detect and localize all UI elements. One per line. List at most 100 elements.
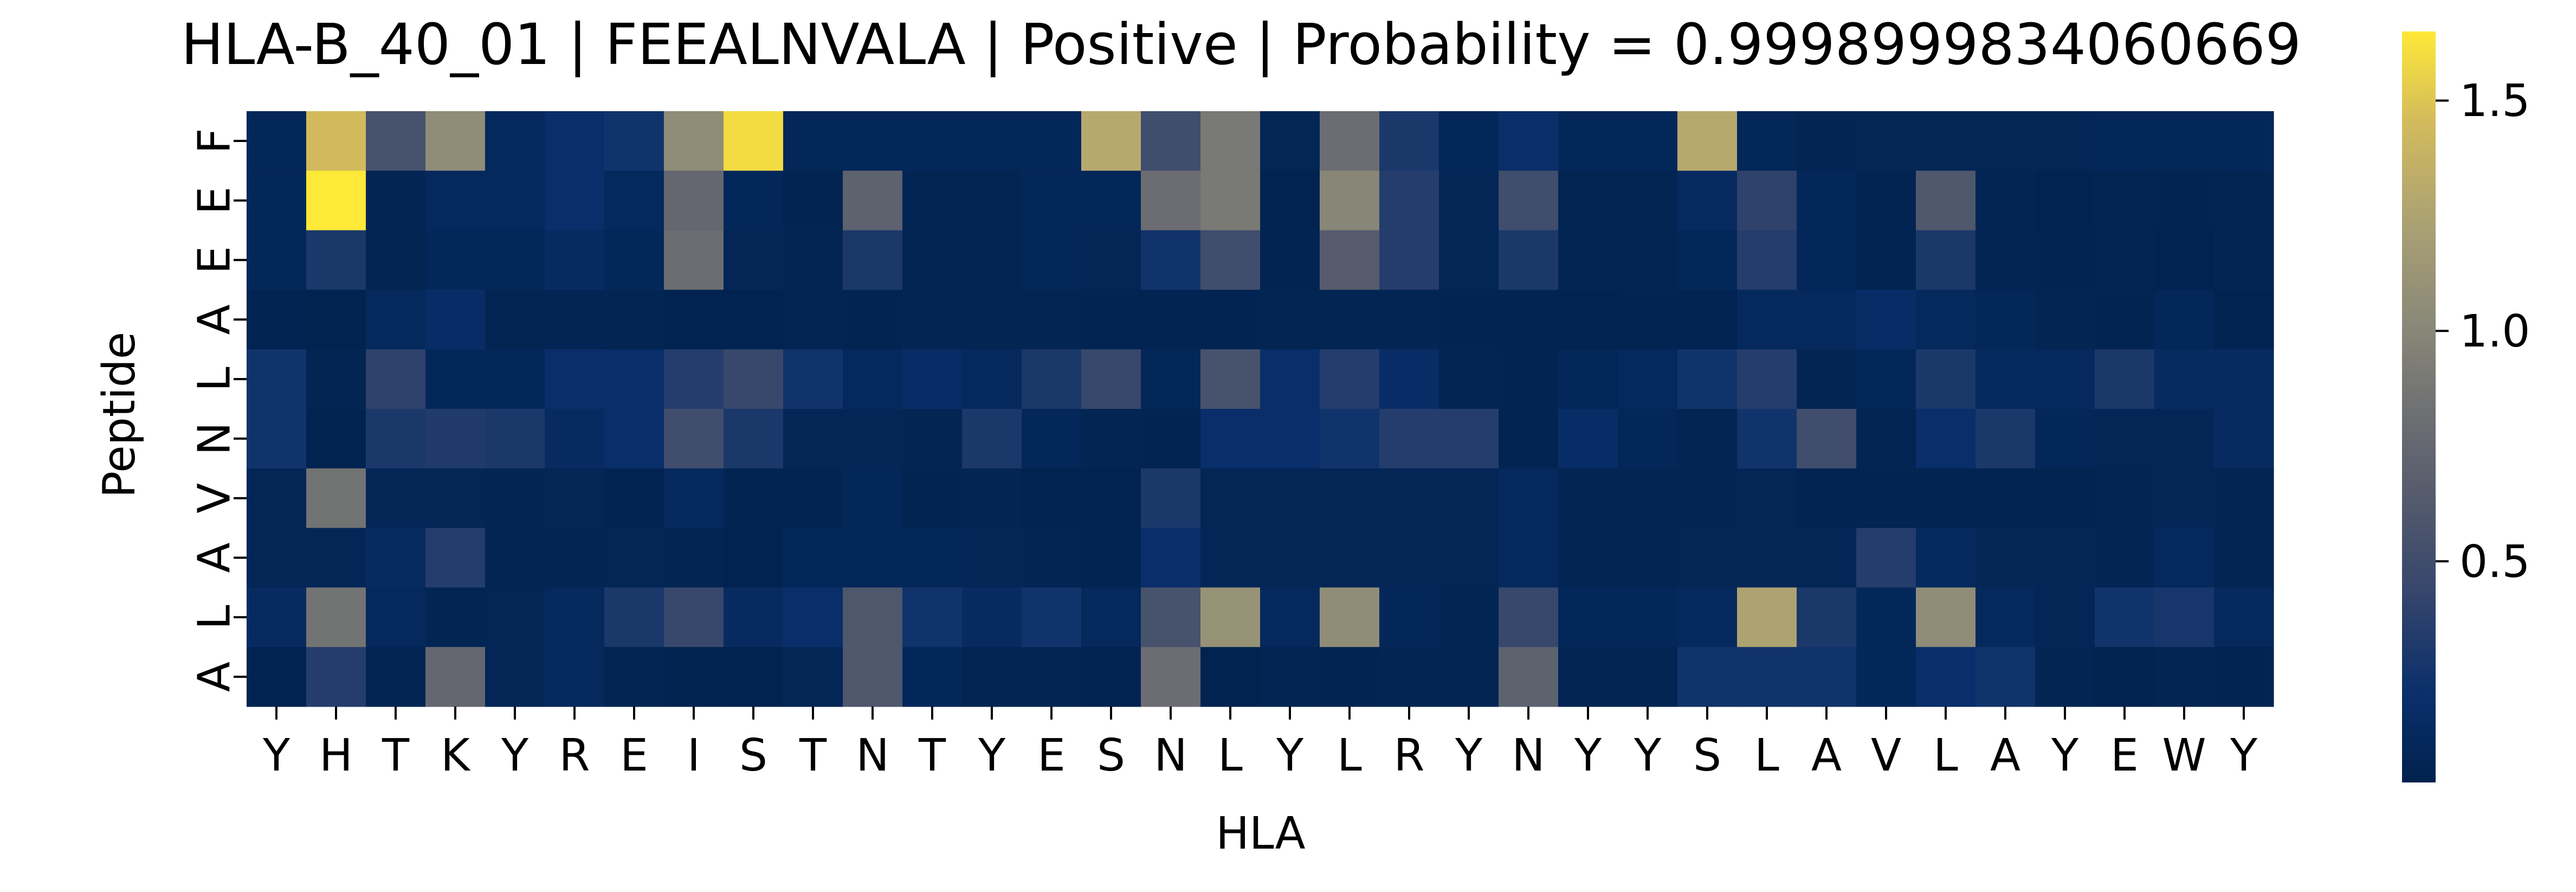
heatmap-cell bbox=[366, 528, 426, 588]
x-tick-label: E bbox=[2110, 730, 2139, 781]
heatmap-cell bbox=[1260, 111, 1320, 171]
heatmap-cell bbox=[306, 409, 366, 469]
x-tick-label: E bbox=[1037, 730, 1066, 781]
heatmap-cell bbox=[2095, 409, 2155, 469]
heatmap-cell bbox=[1797, 468, 1857, 529]
heatmap-cell bbox=[1200, 111, 1261, 171]
heatmap-cell bbox=[2214, 111, 2274, 171]
heatmap-cell bbox=[664, 647, 724, 707]
heatmap-cell bbox=[306, 111, 366, 171]
y-tick-label: E bbox=[189, 246, 241, 274]
heatmap-cell bbox=[783, 230, 843, 290]
heatmap-cell bbox=[1260, 468, 1320, 529]
heatmap-cell bbox=[1737, 111, 1797, 171]
heatmap-cell bbox=[366, 468, 426, 529]
heatmap-cell bbox=[783, 587, 843, 647]
heatmap-cell bbox=[1975, 528, 2036, 588]
x-tick-label: L bbox=[1933, 730, 1958, 781]
heatmap-cell bbox=[1081, 170, 1141, 231]
x-tick-label: Y bbox=[1574, 730, 1602, 781]
heatmap-cell bbox=[2154, 290, 2215, 350]
heatmap-cell bbox=[2214, 647, 2274, 707]
heatmap-cell bbox=[1260, 290, 1320, 350]
heatmap-cell bbox=[2035, 468, 2095, 529]
heatmap-cell bbox=[306, 230, 366, 290]
heatmap-cell bbox=[1499, 647, 1559, 707]
heatmap-cell bbox=[2095, 290, 2155, 350]
heatmap-cell bbox=[545, 468, 605, 529]
heatmap-cell bbox=[1260, 647, 1320, 707]
heatmap-cell bbox=[1618, 111, 1678, 171]
heatmap-cell bbox=[366, 349, 426, 409]
heatmap-cell bbox=[1677, 290, 1738, 350]
heatmap-cell bbox=[843, 170, 903, 231]
heatmap-cell bbox=[664, 468, 724, 529]
heatmap-cell bbox=[962, 170, 1022, 231]
heatmap-cell bbox=[1856, 587, 1916, 647]
heatmap-cell bbox=[1499, 111, 1559, 171]
heatmap-cell bbox=[1320, 170, 1380, 231]
heatmap-cell bbox=[1797, 170, 1857, 231]
heatmap-cell bbox=[962, 587, 1022, 647]
heatmap-cell bbox=[306, 349, 366, 409]
heatmap-cell bbox=[1856, 111, 1916, 171]
heatmap-cell bbox=[1141, 409, 1201, 469]
heatmap-cell bbox=[366, 647, 426, 707]
heatmap-cell bbox=[2154, 587, 2215, 647]
colorbar-ticks: 0.5 1.0 1.5 bbox=[2436, 75, 2530, 588]
y-tick-label: A bbox=[189, 304, 241, 335]
heatmap-cell bbox=[1916, 349, 1976, 409]
heatmap-cell bbox=[1141, 468, 1201, 529]
heatmap-cell bbox=[664, 290, 724, 350]
heatmap-cell bbox=[2214, 230, 2274, 290]
heatmap-cell bbox=[1677, 111, 1738, 171]
heatmap-cell bbox=[545, 349, 605, 409]
heatmap-cell bbox=[724, 349, 784, 409]
heatmap-cell bbox=[1677, 349, 1738, 409]
heatmap-cell bbox=[2154, 111, 2215, 171]
heatmap-cell bbox=[1439, 409, 1499, 469]
x-tick-label: T bbox=[799, 730, 827, 781]
heatmap-cell bbox=[1737, 528, 1797, 588]
heatmap-cell bbox=[962, 468, 1022, 529]
heatmap-cell bbox=[2095, 468, 2155, 529]
heatmap-cell bbox=[2035, 111, 2095, 171]
heatmap-cell bbox=[306, 468, 366, 529]
heatmap-cell bbox=[485, 647, 545, 707]
heatmap-cell bbox=[1379, 290, 1439, 350]
heatmap-cell bbox=[2154, 468, 2215, 529]
heatmap-cell bbox=[1141, 587, 1201, 647]
heatmap-cell bbox=[604, 409, 664, 469]
heatmap-cell bbox=[1499, 468, 1559, 529]
heatmap-cell bbox=[724, 409, 784, 469]
heatmap-cell bbox=[902, 111, 963, 171]
heatmap-cell bbox=[366, 290, 426, 350]
heatmap-cell bbox=[247, 290, 307, 350]
heatmap-cell bbox=[1320, 468, 1380, 529]
heatmap-cell bbox=[962, 409, 1022, 469]
heatmap-cell bbox=[1737, 349, 1797, 409]
heatmap-cell bbox=[247, 349, 307, 409]
heatmap-cell bbox=[1558, 170, 1618, 231]
heatmap-cell bbox=[1618, 290, 1678, 350]
heatmap-cell bbox=[247, 647, 307, 707]
heatmap-cell bbox=[1081, 111, 1141, 171]
heatmap-cell bbox=[306, 170, 366, 231]
heatmap-cell bbox=[1499, 587, 1559, 647]
heatmap-cell bbox=[1499, 230, 1559, 290]
heatmap-cell bbox=[2095, 647, 2155, 707]
heatmap-cell bbox=[1141, 230, 1201, 290]
heatmap-cell bbox=[2214, 587, 2274, 647]
heatmap-cell bbox=[1797, 111, 1857, 171]
x-tick-label: I bbox=[687, 730, 700, 781]
heatmap-cell bbox=[485, 230, 545, 290]
heatmap-cell bbox=[1975, 290, 2036, 350]
heatmap-cell bbox=[664, 409, 724, 469]
x-tick-label: A bbox=[1990, 730, 2020, 781]
heatmap-cell bbox=[902, 170, 963, 231]
x-axis-label: HLA bbox=[1216, 808, 1305, 859]
heatmap-cell bbox=[545, 647, 605, 707]
heatmap-cell bbox=[902, 468, 963, 529]
heatmap-cell bbox=[1916, 647, 1976, 707]
